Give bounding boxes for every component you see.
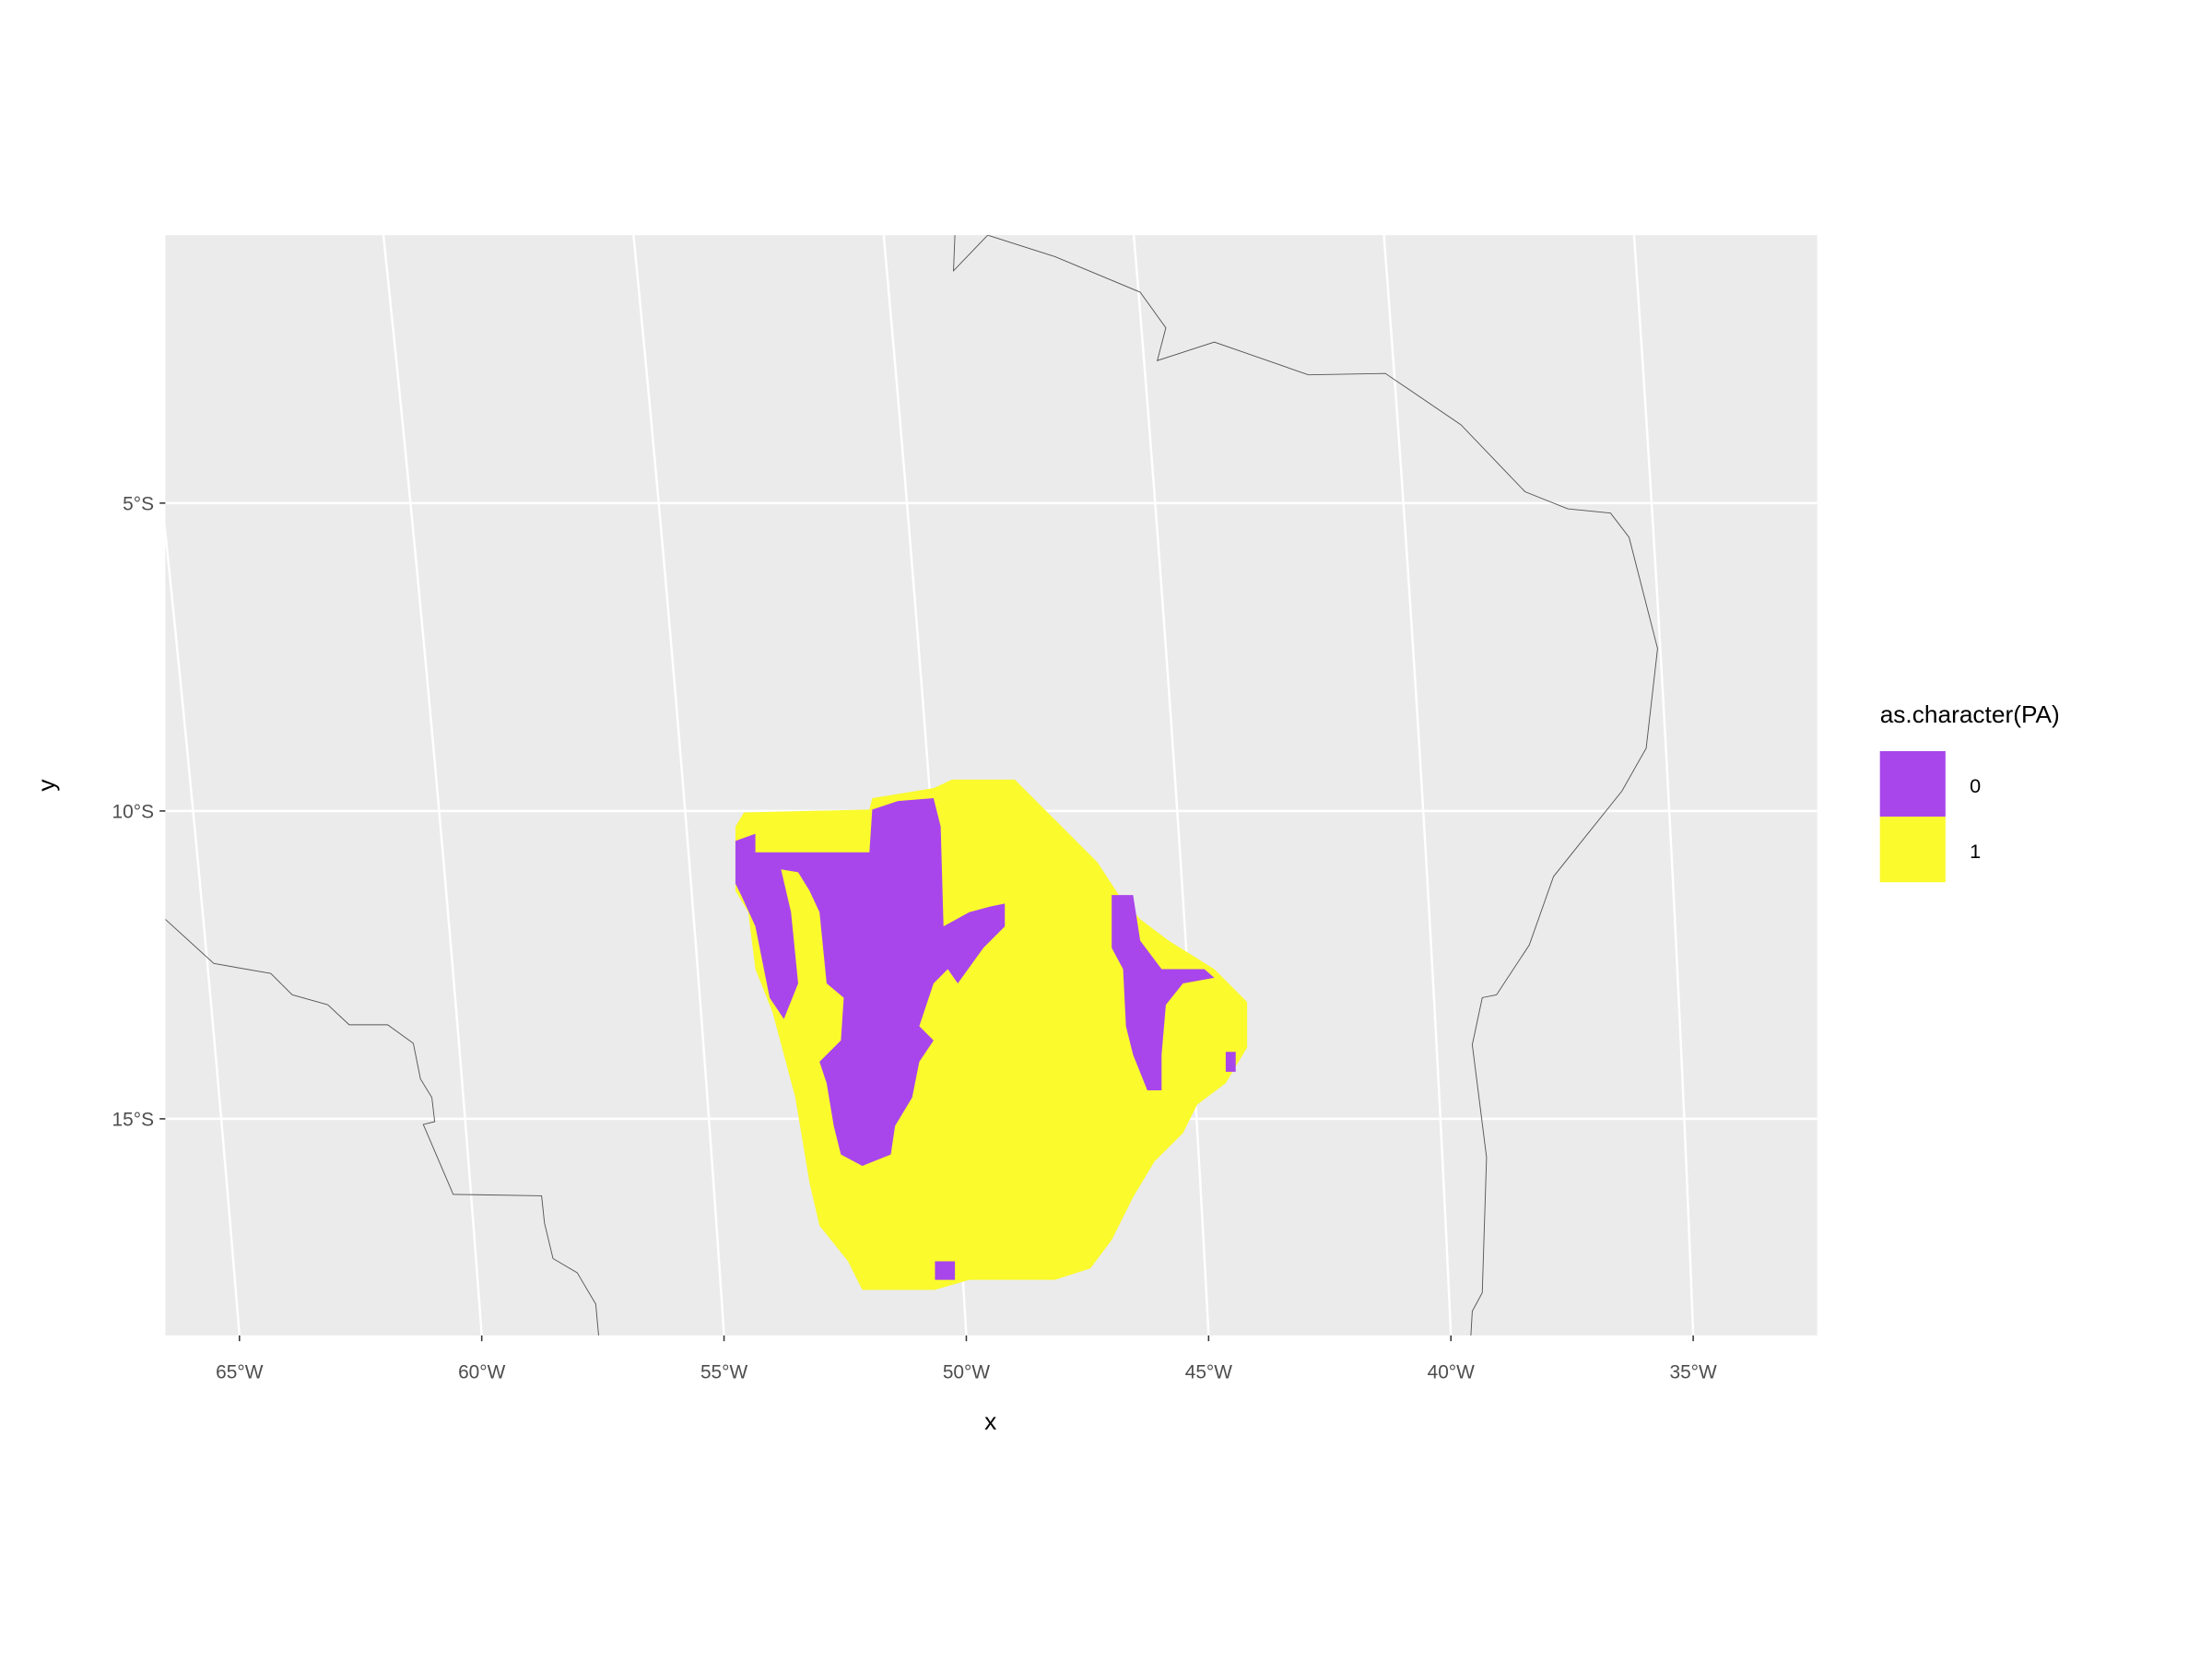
grid-line — [382, 235, 483, 1335]
grid-line — [1132, 235, 1210, 1335]
legend-title: as.character(PA) — [1880, 700, 2060, 728]
raster-region — [735, 797, 1006, 1166]
grid-line — [1382, 235, 1453, 1335]
x-tick-label: 35°W — [1669, 1361, 1717, 1382]
raster — [735, 779, 1248, 1290]
x-tick-label: 65°W — [216, 1361, 264, 1382]
y-tick-label: 10°S — [112, 802, 154, 823]
x-axis-title: x — [984, 1407, 996, 1435]
raster-region — [1112, 895, 1215, 1090]
x-tick-label: 50°W — [943, 1361, 991, 1382]
border — [165, 919, 599, 1335]
legend-key — [1879, 817, 1946, 883]
x-tick-label: 45°W — [1185, 1361, 1233, 1382]
raster-region — [935, 1261, 956, 1280]
axes: 65°W 60°W 55°W 50°W 45°W 40°W 35°W 5°S 10°S 15°S — [112, 494, 1717, 1383]
coastline — [953, 235, 1658, 1335]
raster-region — [1225, 1052, 1236, 1072]
grid-line — [165, 521, 241, 1335]
grid-line — [632, 235, 725, 1335]
x-tick-label: 40°W — [1428, 1361, 1476, 1382]
x-tick-label: 55°W — [700, 1361, 748, 1382]
grid-line — [1632, 235, 1695, 1335]
y-tick-label: 5°S — [123, 494, 154, 515]
legend-label: 1 — [1970, 840, 1981, 863]
y-tick-label: 15°S — [112, 1110, 154, 1131]
legend: 01 — [1879, 750, 1981, 883]
graticule — [165, 235, 1818, 1335]
legend-key — [1879, 750, 1946, 818]
coastlines — [165, 235, 1658, 1335]
legend-label: 0 — [1970, 774, 1981, 797]
y-axis-title: y — [32, 779, 60, 792]
x-tick-label: 60°W — [458, 1361, 506, 1382]
